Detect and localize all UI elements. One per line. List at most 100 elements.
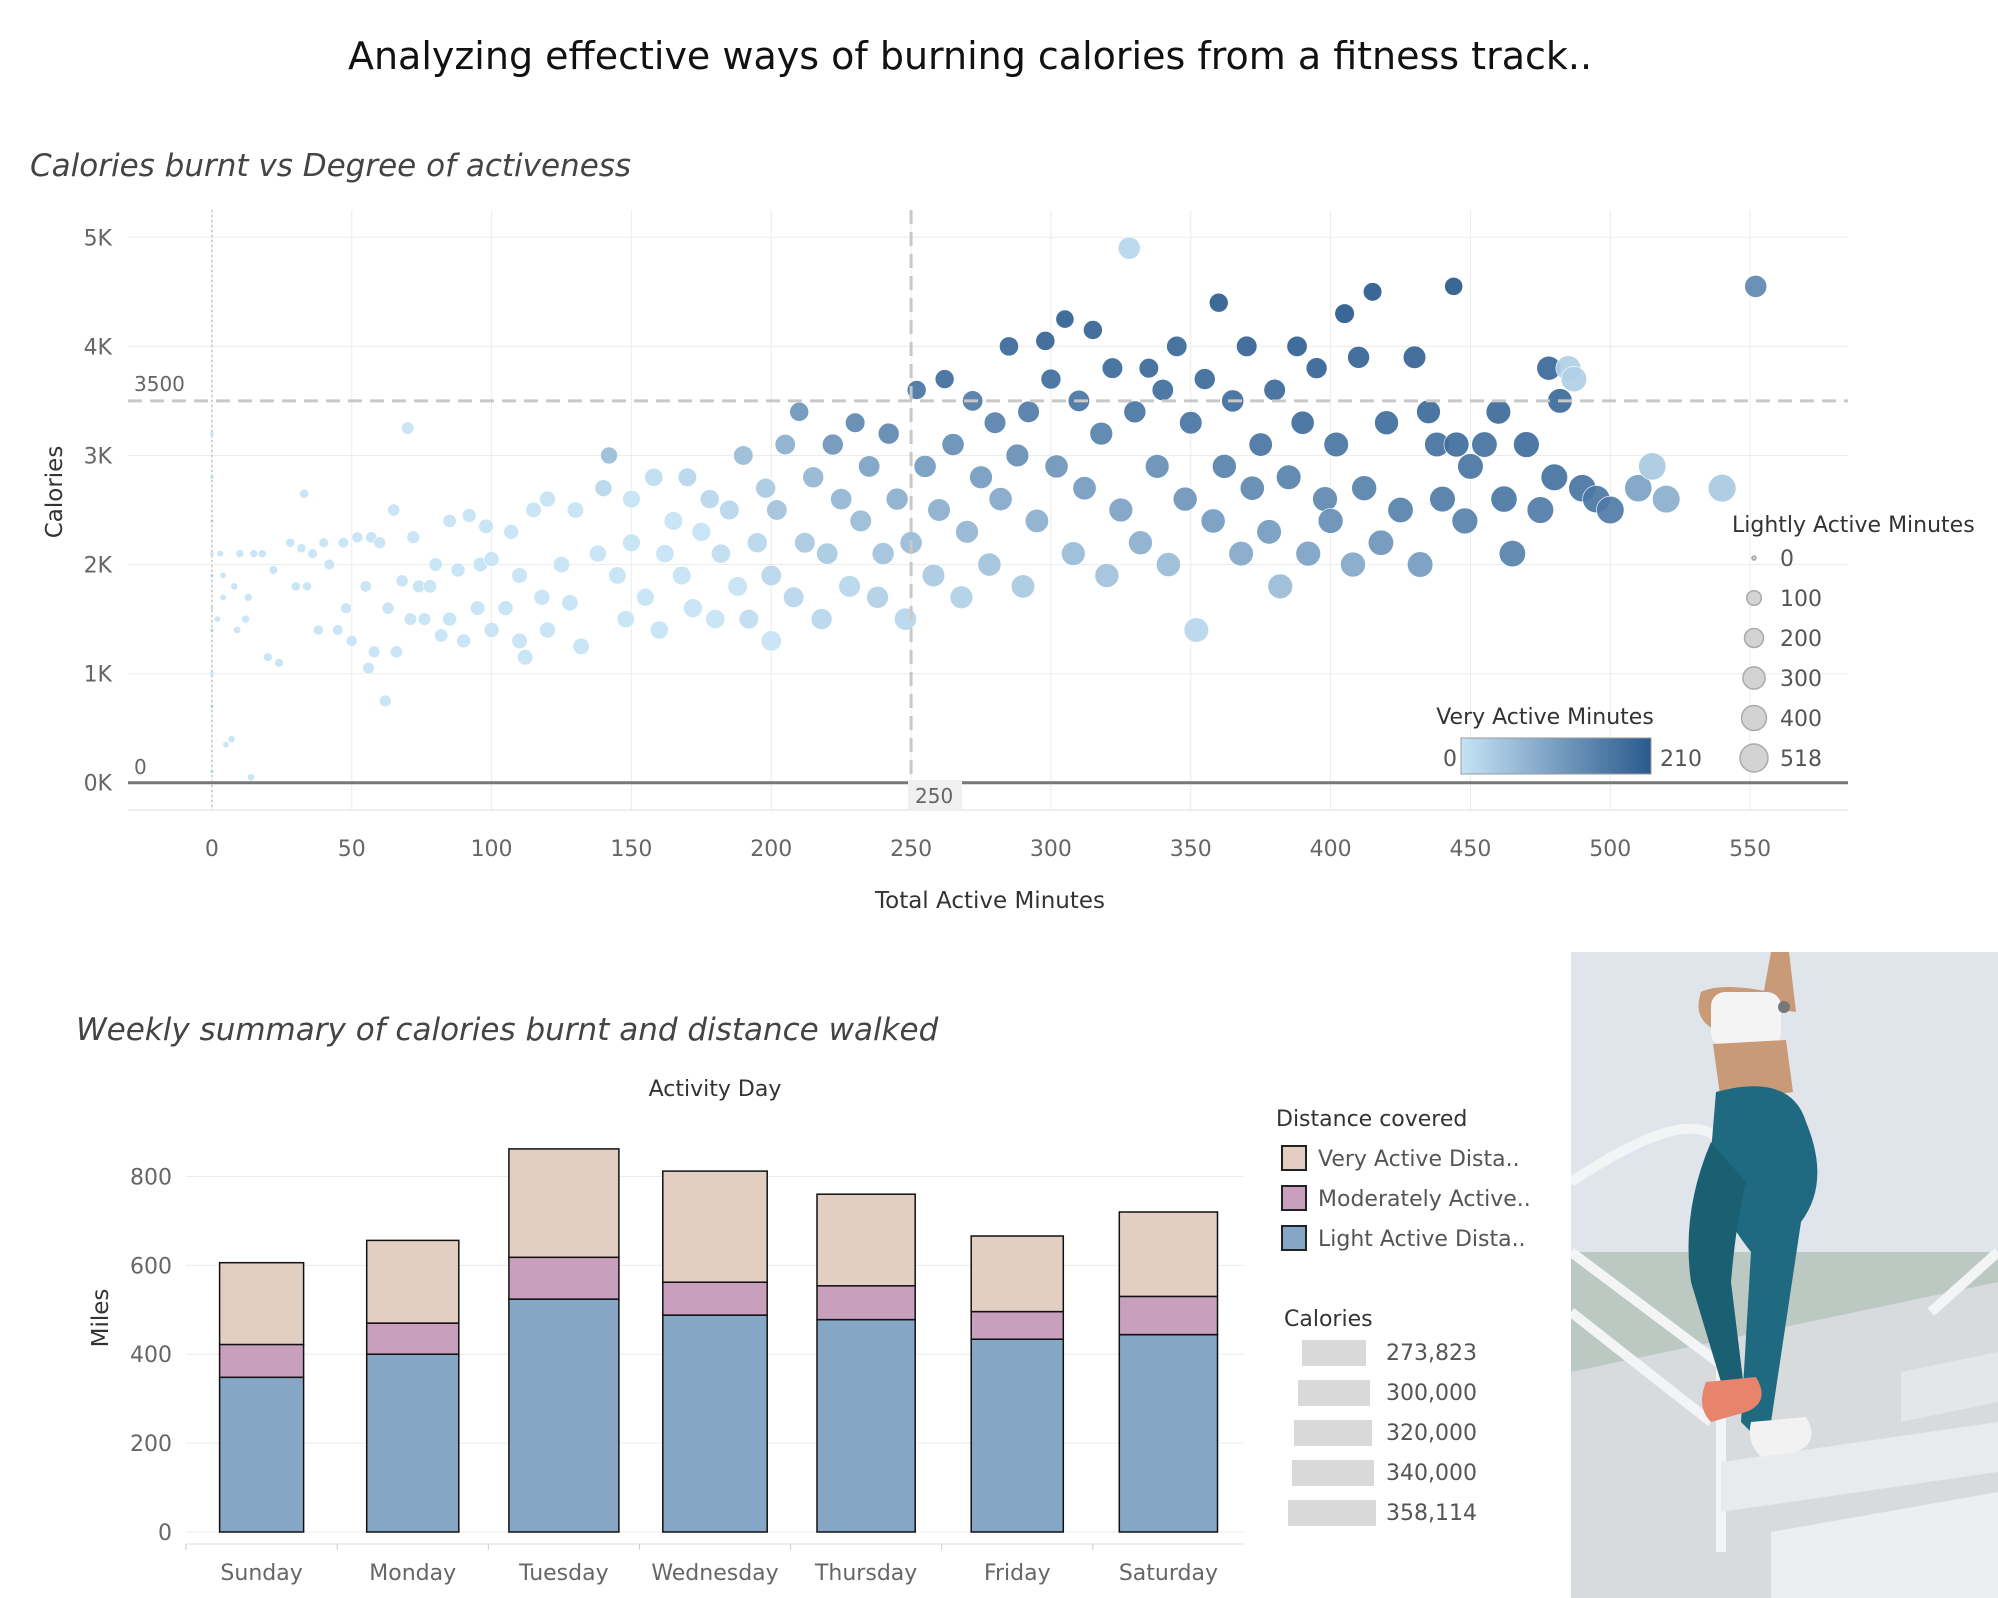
scatter-point[interactable] [517, 649, 534, 666]
bar-segment[interactable] [508, 1298, 620, 1533]
scatter-point[interactable] [969, 465, 993, 489]
scatter-point[interactable] [323, 558, 335, 571]
scatter-point[interactable] [268, 565, 279, 575]
scatter-point[interactable] [539, 621, 556, 639]
scatter-point[interactable] [337, 537, 349, 549]
scatter-point[interactable] [1083, 320, 1103, 340]
scatter-point[interactable] [1155, 552, 1181, 577]
scatter-point[interactable] [1351, 475, 1377, 501]
scatter-point[interactable] [1035, 331, 1056, 351]
scatter-point[interactable] [525, 501, 542, 519]
scatter-point[interactable] [677, 467, 697, 487]
scatter-point[interactable] [845, 412, 866, 433]
scatter-point[interactable] [379, 694, 392, 708]
scatter-point[interactable] [1005, 443, 1030, 468]
scatter-point[interactable] [622, 533, 641, 552]
scatter-point[interactable] [1089, 421, 1113, 446]
bar-segment[interactable] [508, 1148, 620, 1259]
scatter-point[interactable] [663, 511, 683, 531]
scatter-point[interactable] [263, 652, 273, 662]
scatter-point[interactable] [977, 552, 1002, 577]
scatter-point[interactable] [219, 571, 227, 579]
scatter-point[interactable] [235, 549, 245, 558]
scatter-point[interactable] [442, 513, 457, 528]
scatter-point[interactable] [1540, 463, 1568, 491]
scatter-point[interactable] [1290, 410, 1315, 435]
scatter-point[interactable] [941, 433, 965, 456]
scatter-point[interactable] [877, 422, 900, 445]
scatter-point[interactable] [249, 549, 259, 558]
scatter-point[interactable] [533, 588, 551, 606]
bar-segment[interactable] [218, 1376, 305, 1533]
scatter-point[interactable] [332, 624, 344, 636]
scatter-point[interactable] [672, 565, 692, 586]
scatter-point[interactable] [1498, 540, 1526, 568]
bar-segment[interactable] [365, 1353, 460, 1533]
scatter-point[interactable] [381, 601, 395, 615]
scatter-point[interactable] [885, 487, 909, 511]
bar-segment[interactable] [970, 1235, 1065, 1313]
scatter-point[interactable] [1402, 345, 1427, 369]
scatter-point[interactable] [561, 594, 579, 612]
scatter-point[interactable] [1017, 400, 1040, 423]
scatter-point[interactable] [1334, 303, 1355, 324]
scatter-point[interactable] [955, 520, 979, 544]
bar-segment[interactable] [816, 1285, 916, 1321]
scatter-point[interactable] [1560, 365, 1588, 393]
scatter-point[interactable] [1526, 496, 1554, 524]
scatter-point[interactable] [1707, 473, 1737, 503]
scatter-point[interactable] [1317, 508, 1344, 534]
scatter-point[interactable] [219, 593, 227, 601]
scatter-point[interactable] [1451, 507, 1479, 535]
scatter-point[interactable] [1744, 274, 1768, 298]
scatter-point[interactable] [483, 551, 500, 567]
scatter-point[interactable] [566, 501, 584, 519]
bar-segment[interactable] [218, 1261, 305, 1346]
bar-segment[interactable] [816, 1318, 916, 1533]
scatter-point[interactable] [600, 446, 618, 465]
scatter-point[interactable] [1010, 574, 1035, 599]
bar-segment[interactable] [218, 1343, 305, 1379]
scatter-point[interactable] [216, 550, 224, 558]
legend-item-very-active[interactable]: Very Active Dista.. [1281, 1145, 1520, 1172]
scatter-point[interactable] [351, 531, 364, 544]
scatter-point[interactable] [1263, 378, 1286, 402]
scatter-point[interactable] [727, 576, 748, 597]
scatter-point[interactable] [838, 575, 861, 598]
bar-segment[interactable] [970, 1310, 1065, 1340]
scatter-point[interactable] [1471, 431, 1498, 458]
scatter-point[interactable] [1061, 541, 1086, 566]
scatter-point[interactable] [552, 556, 570, 574]
scatter-point[interactable] [1406, 551, 1434, 578]
scatter-point[interactable] [1624, 474, 1653, 503]
bar-segment[interactable] [662, 1314, 768, 1533]
bar-segment[interactable] [816, 1193, 916, 1287]
scatter-point[interactable] [760, 630, 782, 652]
scatter-point[interactable] [307, 548, 318, 559]
scatter-point[interactable] [1387, 496, 1414, 523]
scatter-point[interactable] [243, 592, 253, 602]
scatter-point[interactable] [999, 336, 1019, 357]
scatter-point[interactable] [1123, 400, 1147, 424]
scatter-point[interactable] [312, 624, 324, 636]
scatter-point[interactable] [230, 582, 239, 591]
scatter-point[interactable] [830, 488, 853, 511]
scatter-point[interactable] [539, 490, 556, 508]
scatter-point[interactable] [1212, 454, 1237, 479]
scatter-point[interactable] [594, 479, 613, 497]
scatter-point[interactable] [1228, 541, 1254, 567]
scatter-point[interactable] [691, 522, 712, 542]
scatter-point[interactable] [296, 543, 307, 554]
scatter-point[interactable] [655, 544, 675, 564]
scatter-point[interactable] [644, 467, 664, 487]
scatter-point[interactable] [711, 543, 731, 564]
scatter-point[interactable] [760, 564, 782, 586]
scatter-point[interactable] [1236, 335, 1258, 357]
scatter-point[interactable] [1638, 452, 1667, 481]
scatter-point[interactable] [1183, 617, 1209, 643]
scatter-point[interactable] [858, 455, 881, 478]
scatter-point[interactable] [497, 600, 514, 616]
scatter-point[interactable] [461, 508, 477, 523]
bar-segment[interactable] [508, 1256, 620, 1300]
scatter-point[interactable] [927, 498, 951, 522]
